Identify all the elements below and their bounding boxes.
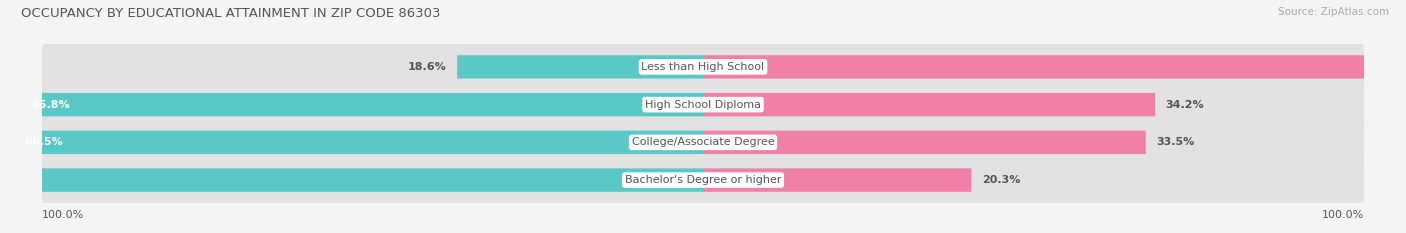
- FancyBboxPatch shape: [703, 131, 1146, 154]
- FancyBboxPatch shape: [0, 168, 703, 192]
- FancyBboxPatch shape: [0, 131, 703, 154]
- FancyBboxPatch shape: [0, 93, 703, 116]
- Text: 100.0%: 100.0%: [1322, 210, 1364, 220]
- Text: Source: ZipAtlas.com: Source: ZipAtlas.com: [1278, 7, 1389, 17]
- Text: 66.5%: 66.5%: [24, 137, 63, 147]
- FancyBboxPatch shape: [42, 153, 1364, 207]
- Text: 100.0%: 100.0%: [42, 210, 84, 220]
- FancyBboxPatch shape: [703, 168, 972, 192]
- Text: 18.6%: 18.6%: [408, 62, 447, 72]
- Text: High School Diploma: High School Diploma: [645, 100, 761, 110]
- FancyBboxPatch shape: [42, 40, 1364, 94]
- Text: Less than High School: Less than High School: [641, 62, 765, 72]
- Text: Bachelor's Degree or higher: Bachelor's Degree or higher: [624, 175, 782, 185]
- Text: 34.2%: 34.2%: [1166, 100, 1204, 110]
- FancyBboxPatch shape: [457, 55, 703, 79]
- Text: 20.3%: 20.3%: [981, 175, 1021, 185]
- FancyBboxPatch shape: [703, 55, 1406, 79]
- FancyBboxPatch shape: [42, 78, 1364, 131]
- Text: College/Associate Degree: College/Associate Degree: [631, 137, 775, 147]
- FancyBboxPatch shape: [703, 93, 1154, 116]
- Text: 33.5%: 33.5%: [1156, 137, 1195, 147]
- Text: 65.8%: 65.8%: [31, 100, 70, 110]
- Text: OCCUPANCY BY EDUCATIONAL ATTAINMENT IN ZIP CODE 86303: OCCUPANCY BY EDUCATIONAL ATTAINMENT IN Z…: [21, 7, 440, 20]
- FancyBboxPatch shape: [42, 116, 1364, 169]
